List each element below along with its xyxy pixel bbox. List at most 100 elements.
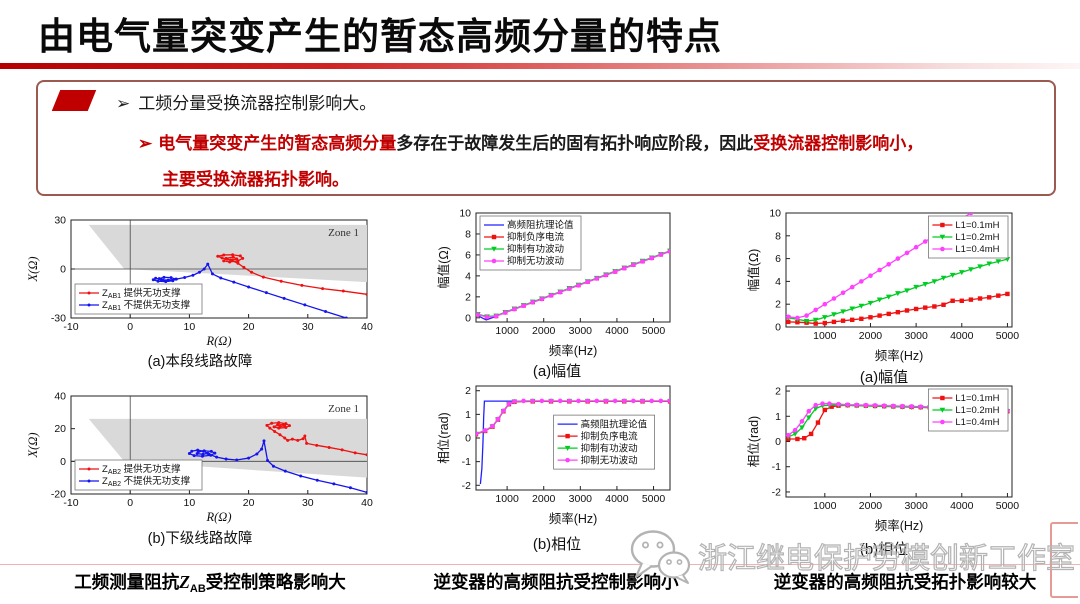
svg-text:0: 0 xyxy=(465,312,471,324)
chart-caption-amp-mid: (a)幅值 xyxy=(532,363,582,380)
chart-impedance-local-fault: Zone 1 -10 0 10 20 30 40 -30 0 30 R(Ω) X(Ω) ZAB1 提供无… xyxy=(25,212,375,355)
svg-text:-1: -1 xyxy=(462,456,471,468)
svg-text:10: 10 xyxy=(184,497,196,509)
svg-text:10: 10 xyxy=(184,321,196,333)
svg-text:高频阻抗理论值: 高频阻抗理论值 xyxy=(507,219,574,231)
watermark: 浙江继电保护劳模创新工作室 xyxy=(628,527,1076,585)
svg-text:抑制无功波动: 抑制无功波动 xyxy=(507,255,564,267)
svg-text:2000: 2000 xyxy=(859,330,883,342)
chart-canvas-amp-right: 1000 2000 3000 4000 5000 0 2 4 6 8 10 频率(Hz) 幅值(Ω) L1… xyxy=(746,208,1020,364)
svg-text:2: 2 xyxy=(775,386,781,398)
chart-caption-ph-right: (b)相位 xyxy=(859,541,909,558)
svg-text:-2: -2 xyxy=(462,480,471,492)
svg-text:6: 6 xyxy=(775,253,781,265)
conclusion-left-subscript: AB xyxy=(189,583,206,595)
svg-text:1000: 1000 xyxy=(813,500,837,512)
svg-text:抑制无功波动: 抑制无功波动 xyxy=(581,454,638,466)
svg-text:-20: -20 xyxy=(51,489,66,501)
svg-text:10: 10 xyxy=(459,208,471,220)
bullet-2-tail-2: 主要受换流器拓扑影响。 xyxy=(162,170,349,189)
svg-text:R(Ω): R(Ω) xyxy=(206,510,232,524)
chart-inverter-phase-control: 1000 2000 3000 4000 5000 -2 -1 0 1 2 频率(Hz) 相位(rad)… xyxy=(436,380,678,533)
svg-text:幅值(Ω): 幅值(Ω) xyxy=(746,249,761,292)
svg-text:X(Ω): X(Ω) xyxy=(26,433,40,459)
svg-text:L1=0.2mH: L1=0.2mH xyxy=(955,405,999,416)
svg-text:幅值(Ω): 幅值(Ω) xyxy=(436,246,451,289)
svg-text:10: 10 xyxy=(769,208,781,220)
chart-canvas-imp-b: Zone 1 -10 0 10 20 30 40 -20 0 20 40 R(Ω) X(Ω) ZAB2 提… xyxy=(26,391,373,525)
svg-text:抑制有功波动: 抑制有功波动 xyxy=(507,243,564,255)
watermark-text: 浙江继电保护劳模创新工作室 xyxy=(697,542,1076,575)
bullet-2-tail-1: 受换流器控制影响小， xyxy=(753,134,924,153)
svg-text:6: 6 xyxy=(465,249,471,261)
svg-text:1: 1 xyxy=(775,411,781,423)
svg-text:0: 0 xyxy=(60,264,66,276)
svg-text:3000: 3000 xyxy=(569,493,593,505)
conclusion-left-post: 受控制策略影响大 xyxy=(205,572,346,592)
svg-text:40: 40 xyxy=(54,391,66,403)
chart-caption-imp-a: (a)本段线路故障 xyxy=(147,354,253,370)
svg-text:0: 0 xyxy=(465,433,471,445)
bullet-arrow-icon: ➢ xyxy=(138,134,153,153)
svg-text:抑制有功波动: 抑制有功波动 xyxy=(581,442,638,454)
svg-text:40: 40 xyxy=(361,321,373,333)
svg-text:高频阻抗理论值: 高频阻抗理论值 xyxy=(581,418,648,430)
svg-text:4000: 4000 xyxy=(605,493,629,505)
key-points-box: ➢ 工频分量受换流器控制影响大。 ➢ 电气量突变产生的暂态高频分量多存在于故障发生后… xyxy=(36,80,1056,196)
svg-text:L1=0.1mH: L1=0.1mH xyxy=(955,220,999,231)
svg-text:-30: -30 xyxy=(51,313,66,325)
partial-red-frame xyxy=(1050,522,1078,598)
conclusion-middle: 逆变器的高频阻抗受控制影响小 xyxy=(433,572,679,592)
bullet-item-2: ➢ 电气量突变产生的暂态高频分量多存在于故障发生后的固有拓扑响应阶段，因此受换流器… xyxy=(138,126,1080,198)
svg-text:4000: 4000 xyxy=(950,500,974,512)
svg-text:0: 0 xyxy=(127,497,133,509)
svg-text:8: 8 xyxy=(465,228,471,240)
page-title: 由电气量突变产生的暂态高频分量的特点 xyxy=(38,16,722,57)
svg-text:20: 20 xyxy=(243,497,255,509)
svg-text:L1=0.2mH: L1=0.2mH xyxy=(955,232,999,243)
conclusion-left: 工频测量阻抗ZAB受控制策略影响大 xyxy=(50,569,370,595)
svg-text:40: 40 xyxy=(361,497,373,509)
bullet-2-middle: 多存在于故障发生后的固有拓扑响应阶段，因此 xyxy=(396,134,754,153)
svg-text:频率(Hz): 频率(Hz) xyxy=(549,343,598,358)
svg-text:0: 0 xyxy=(775,436,781,448)
svg-text:相位(rad): 相位(rad) xyxy=(746,416,761,467)
svg-text:20: 20 xyxy=(243,321,255,333)
svg-text:5000: 5000 xyxy=(996,500,1020,512)
svg-text:3000: 3000 xyxy=(904,500,928,512)
svg-text:8: 8 xyxy=(775,230,781,242)
conclusion-right: 逆变器的高频阻抗受拓扑影响较大 xyxy=(773,572,1037,592)
svg-text:4: 4 xyxy=(775,276,781,288)
red-flag-shape xyxy=(51,90,97,111)
chart-inverter-amplitude-control: 1000 2000 3000 4000 5000 0 2 4 6 8 10 频率(Hz) 幅值(Ω) 高频… xyxy=(436,207,678,365)
svg-text:5000: 5000 xyxy=(996,330,1020,342)
chart-caption-amp-right: (a)幅值 xyxy=(859,369,909,386)
chart-canvas-amp-mid: 1000 2000 3000 4000 5000 0 2 4 6 8 10 频率(Hz) 幅值(Ω) 高频… xyxy=(436,208,671,358)
svg-text:频率(Hz): 频率(Hz) xyxy=(875,518,924,533)
svg-text:ZAB2 不提供无功支撑: ZAB2 不提供无功支撑 xyxy=(102,475,191,488)
svg-text:-2: -2 xyxy=(772,486,781,498)
chart-canvas-ph-mid: 1000 2000 3000 4000 5000 -2 -1 0 1 2 频率(Hz) 相位(rad)… xyxy=(436,385,671,526)
svg-text:2000: 2000 xyxy=(859,500,883,512)
svg-text:-10: -10 xyxy=(63,497,78,509)
wechat-icon xyxy=(630,530,691,584)
svg-text:1000: 1000 xyxy=(495,493,519,505)
svg-text:Zone 1: Zone 1 xyxy=(328,403,359,415)
svg-text:0: 0 xyxy=(60,456,66,468)
svg-text:5000: 5000 xyxy=(642,325,666,337)
svg-text:L1=0.1mH: L1=0.1mH xyxy=(955,393,999,404)
chart-canvas-ph-right: 1000 2000 3000 4000 5000 -2 -1 0 1 2 频率(Hz) 相位(rad)… xyxy=(746,385,1020,533)
svg-text:5000: 5000 xyxy=(642,493,666,505)
chart-caption-imp-b: (b)下级线路故障 xyxy=(147,531,253,547)
svg-text:4000: 4000 xyxy=(950,330,974,342)
chart-canvas-imp-a: Zone 1 -10 0 10 20 30 40 -30 0 30 R(Ω) X(Ω) ZAB1 提供无… xyxy=(26,215,373,349)
svg-text:抑制负序电流: 抑制负序电流 xyxy=(507,231,565,243)
svg-text:X(Ω): X(Ω) xyxy=(26,257,40,283)
svg-text:ZAB1 提供无功支撑: ZAB1 提供无功支撑 xyxy=(102,287,181,300)
svg-text:相位(rad): 相位(rad) xyxy=(436,412,451,463)
chart-impedance-downstream-fault: Zone 1 -10 0 10 20 30 40 -20 0 20 40 R(Ω) X(Ω) ZAB2 提… xyxy=(25,388,375,531)
svg-text:1000: 1000 xyxy=(495,325,519,337)
svg-text:频率(Hz): 频率(Hz) xyxy=(875,348,924,363)
svg-text:L1=0.4mH: L1=0.4mH xyxy=(955,244,999,255)
